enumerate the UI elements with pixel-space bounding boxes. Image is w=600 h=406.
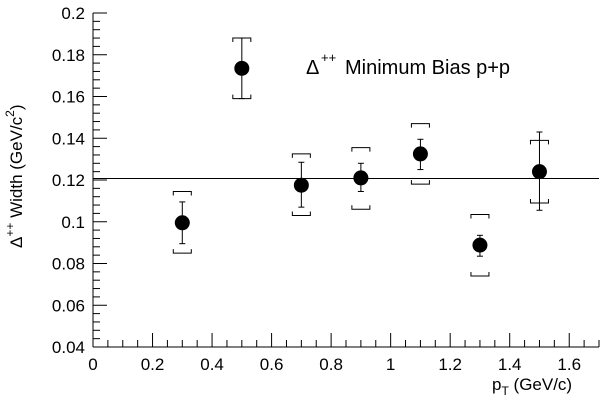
- y-tick-label: 0.14: [52, 129, 85, 148]
- data-point: [472, 237, 488, 253]
- sys-bracket-upper: [291, 153, 311, 158]
- x-tick-label: 1.6: [557, 355, 581, 374]
- data-point: [412, 146, 428, 162]
- x-tick-label: 0.6: [260, 355, 284, 374]
- sys-bracket-upper: [470, 213, 490, 219]
- x-axis-label-subscript: T: [501, 384, 509, 398]
- y-tick-label: 0.08: [52, 255, 85, 274]
- data-point: [234, 60, 250, 76]
- x-axis-label: pT (GeV/c): [492, 375, 572, 398]
- x-tick-label: 1.2: [438, 355, 462, 374]
- y-axis-label: Δ++ Width (GeV/c2): [3, 104, 26, 248]
- y-axis-label-close: ): [7, 104, 26, 110]
- data-point: [174, 215, 190, 231]
- y-tick-label: 0.16: [52, 88, 85, 107]
- y-tick-label: 0.2: [61, 4, 85, 23]
- sys-bracket-lower: [470, 272, 490, 277]
- y-axis-label-main: Width (GeV/c: [7, 116, 26, 222]
- y-axis-label-superscript: ++: [3, 223, 17, 237]
- y-tick-label: 0.1: [61, 213, 85, 232]
- y-axis-label-symbol: Δ: [7, 237, 26, 248]
- x-axis-ticks: 0 0.2 0.4 0.6 0.8 1 1.2 1.4 1.6: [88, 333, 600, 374]
- x-tick-label: 1.4: [498, 355, 522, 374]
- sys-bracket-upper: [351, 147, 371, 152]
- x-tick-label: 1: [386, 355, 395, 374]
- data-point: [353, 170, 369, 186]
- legend: Δ ++ Minimum Bias p+p: [306, 50, 510, 79]
- legend-symbol: Δ: [306, 57, 319, 79]
- sys-bracket-lower: [172, 249, 192, 254]
- legend-label: Minimum Bias p+p: [345, 57, 510, 79]
- x-tick-label: 0.4: [200, 355, 224, 374]
- x-tick-label: 0: [88, 355, 97, 374]
- y-tick-label: 0.04: [52, 338, 85, 357]
- sys-bracket-lower: [410, 180, 430, 185]
- y-tick-label: 0.06: [52, 296, 85, 315]
- sys-bracket-upper: [172, 190, 192, 196]
- data-point: [293, 177, 309, 193]
- data-points: [174, 60, 547, 253]
- x-axis-label-main: p: [492, 375, 501, 394]
- x-tick-label: 0.8: [319, 355, 343, 374]
- sys-bracket-upper: [410, 123, 430, 128]
- legend-superscript: ++: [321, 50, 336, 65]
- y-tick-label: 0.12: [52, 171, 85, 190]
- y-axis-label-exponent: 2: [3, 110, 17, 117]
- sys-bracket-lower: [351, 205, 371, 210]
- sys-bracket-lower: [291, 211, 311, 216]
- y-tick-label: 0.18: [52, 46, 85, 65]
- x-axis-label-unit: (GeV/c): [509, 375, 572, 394]
- systematic-error-brackets: [172, 37, 549, 277]
- x-tick-label: 0.2: [141, 355, 165, 374]
- data-point: [531, 164, 547, 180]
- y-axis-ticks: 0.04 0.06 0.08 0.1 0.12 0.14 0.16 0.18 0.2: [52, 4, 107, 357]
